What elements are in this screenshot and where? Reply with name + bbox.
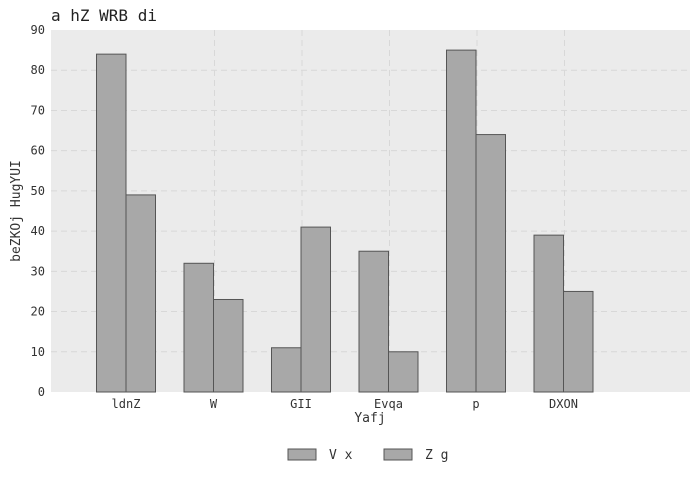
bar-1-ldnZ	[96, 53, 127, 393]
legend-label: Z g	[425, 448, 448, 463]
x-tick-label: GII	[290, 397, 312, 411]
x-tick-label: ldnZ	[112, 397, 141, 411]
y-axis-label: beZKOj HugYUI	[9, 160, 24, 262]
bar-2-p	[475, 134, 506, 393]
legend-swatch	[383, 448, 413, 461]
bar-1-Evqa	[358, 250, 389, 393]
y-tick-label: 30	[31, 264, 45, 278]
y-tick-label: 20	[31, 305, 45, 319]
x-axis-label: Yafj	[354, 411, 385, 426]
y-tick-label: 60	[31, 144, 45, 158]
bar-1-GII	[271, 347, 302, 393]
legend-label: V x	[329, 448, 353, 463]
bar-2-GII	[300, 226, 331, 393]
x-tick-label: W	[210, 397, 218, 411]
x-tick-label: Evqa	[374, 397, 403, 411]
y-tick-label: 80	[31, 63, 45, 77]
bar-2-DXON	[563, 290, 594, 393]
y-tick-label: 70	[31, 103, 45, 117]
y-tick-label: 40	[31, 224, 45, 238]
x-tick-label: DXON	[549, 397, 578, 411]
x-axis-ticks: ldnZ W GII Evqa p DXON	[112, 397, 578, 411]
bar-2-Evqa	[388, 351, 419, 393]
bar-1-DXON	[533, 234, 564, 393]
x-tick-label: p	[472, 397, 479, 411]
legend-swatch	[287, 448, 317, 461]
y-tick-label: 0	[38, 385, 45, 399]
bar-2-ldnZ	[125, 194, 156, 393]
y-axis-ticks: 0 10 20 30 40 50 60 70 80 90	[31, 23, 45, 399]
y-tick-label: 50	[31, 184, 45, 198]
bar-2-W	[213, 298, 244, 393]
y-tick-label: 10	[31, 345, 45, 359]
bars	[96, 49, 594, 393]
y-tick-label: 90	[31, 23, 45, 37]
bar-1-p	[446, 49, 477, 393]
chart-title: a hZ WRB di	[51, 6, 157, 25]
bar-1-W	[183, 262, 214, 393]
